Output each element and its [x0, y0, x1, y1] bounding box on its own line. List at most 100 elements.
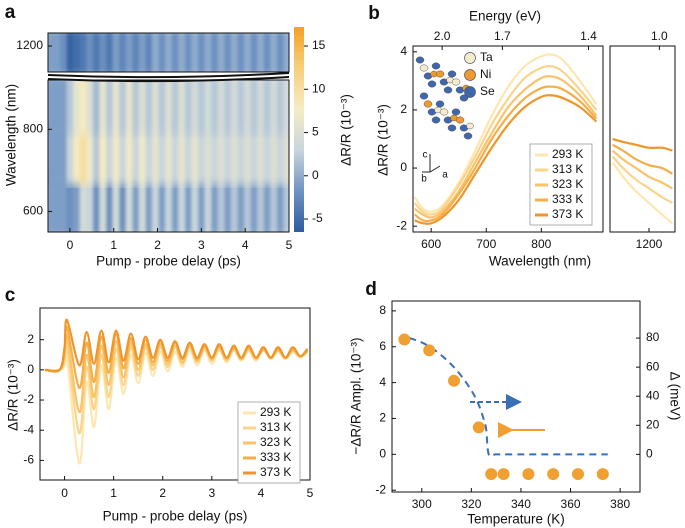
colorbar-label: ΔR/R (10⁻³): [339, 94, 354, 166]
heatmap-cell: [184, 80, 193, 136]
x-tick-label: 2: [159, 486, 166, 500]
x2-tick-label: 1.4: [580, 29, 597, 43]
legend-label: 333 K: [260, 450, 291, 464]
heatmap-cell: [119, 33, 127, 72]
heatmap-cell: [132, 123, 140, 185]
x-axis-label: Pump - probe delay (ps): [103, 509, 248, 524]
heatmap-cell: [191, 123, 199, 185]
structure-atom: [447, 124, 457, 132]
heatmap-cell: [244, 172, 252, 232]
heatmap-panel: [48, 80, 289, 136]
x-tick-label: 1: [110, 238, 117, 252]
y-axis-label: Wavelength (nm): [4, 84, 19, 186]
structure-atom: [415, 56, 425, 64]
heatmap-panel: [48, 33, 289, 72]
heatmap-cell: [112, 172, 120, 232]
heatmap-cell: [53, 172, 61, 232]
legend-label: 293 K: [260, 405, 291, 419]
x-tick-label: 360: [561, 497, 581, 511]
heatmap-cell: [276, 123, 285, 185]
heatmap-cell: [276, 80, 285, 136]
colorbar-tick-label: 5: [312, 125, 319, 139]
heatmap-cell: [211, 172, 219, 232]
legend-label: 373 K: [260, 465, 291, 479]
heatmap-cell: [171, 33, 179, 72]
x-tick-label: 320: [461, 497, 481, 511]
structure-atom: [463, 132, 473, 140]
heatmap-cell: [86, 80, 94, 136]
y-tick-label: 2: [27, 332, 34, 346]
heatmap-cell: [191, 33, 199, 72]
heatmap-cell: [263, 123, 271, 185]
colorbar-tick-label: 0: [312, 168, 319, 182]
heatmap-cell: [270, 172, 278, 232]
heatmap-cell: [158, 33, 166, 72]
y-tick-label: 1200: [16, 38, 43, 52]
x-axis-label: Pump - probe delay (ps): [96, 254, 241, 269]
x-tick-label: 2: [154, 238, 161, 252]
heatmap-cell: [158, 172, 166, 232]
heatmap-cell: [217, 123, 225, 185]
heatmap-cell: [53, 33, 61, 72]
heatmap-cell: [250, 80, 258, 136]
y-tick-label: 20: [646, 417, 660, 431]
y-tick-label: 80: [646, 330, 660, 344]
atom-legend-label: Se: [480, 84, 495, 98]
x-tick-label: 800: [531, 237, 551, 251]
panel-letter: a: [5, 2, 16, 23]
heatmap-cell: [99, 172, 107, 232]
series-line: [413, 53, 598, 213]
heatmap-cell: [73, 123, 81, 185]
heatmap-cell: [73, 172, 81, 232]
heatmap-cell: [106, 123, 114, 185]
heatmap-cell: [171, 80, 179, 136]
heatmap-cell: [73, 80, 81, 136]
heatmap-cell: [53, 123, 61, 185]
heatmap-cell: [276, 33, 285, 72]
heatmap-cell: [53, 80, 61, 136]
heatmap-cell: [99, 123, 107, 185]
heatmap-cell: [66, 33, 74, 72]
series-line: [414, 94, 598, 225]
data-point: [472, 421, 485, 434]
heatmap-cell: [66, 123, 74, 185]
heatmap-cell: [211, 123, 219, 185]
y-tick-label: 4: [400, 44, 407, 58]
x2-tick-label: 2.0: [434, 29, 451, 43]
heatmap-cell: [79, 80, 87, 136]
heatmap-cell: [145, 80, 153, 136]
heatmap-cell: [230, 172, 239, 232]
heatmap-cell: [92, 80, 101, 136]
structure-atom: [447, 70, 457, 78]
y-axis-label: −ΔR/R Ampl. (10⁻³): [349, 337, 364, 454]
heatmap-cell: [283, 80, 289, 136]
heatmap-cell: [119, 80, 127, 136]
heatmap-cell: [250, 172, 258, 232]
plot-right: [611, 137, 674, 225]
y-tick-label: 8: [379, 303, 386, 317]
heatmap-cell: [198, 172, 206, 232]
atom-legend-label: Ni: [480, 67, 491, 81]
x-tick-label: 380: [610, 497, 630, 511]
heatmap-cell: [178, 33, 186, 72]
heatmap-cell: [119, 172, 127, 232]
y-tick-label: 2: [400, 102, 407, 116]
structure-atom: [423, 100, 433, 108]
heatmap-cell: [283, 172, 289, 232]
legend-label: 323 K: [552, 177, 583, 191]
y-tick-label: 2: [379, 411, 386, 425]
series-line: [409, 337, 608, 458]
heatmap-cell: [270, 33, 278, 72]
heatmap-cell: [224, 123, 232, 185]
data-point: [596, 468, 609, 481]
series-line: [611, 149, 673, 190]
x-tick-label: 5: [307, 486, 314, 500]
panel-letter: d: [365, 279, 377, 300]
plot-area: [44, 318, 309, 465]
series-line: [413, 85, 598, 223]
heatmap-cell: [79, 172, 87, 232]
heatmap-cell: [184, 172, 193, 232]
y-tick-label: 0: [27, 362, 34, 376]
x2-tick-label: 1.7: [494, 29, 511, 43]
